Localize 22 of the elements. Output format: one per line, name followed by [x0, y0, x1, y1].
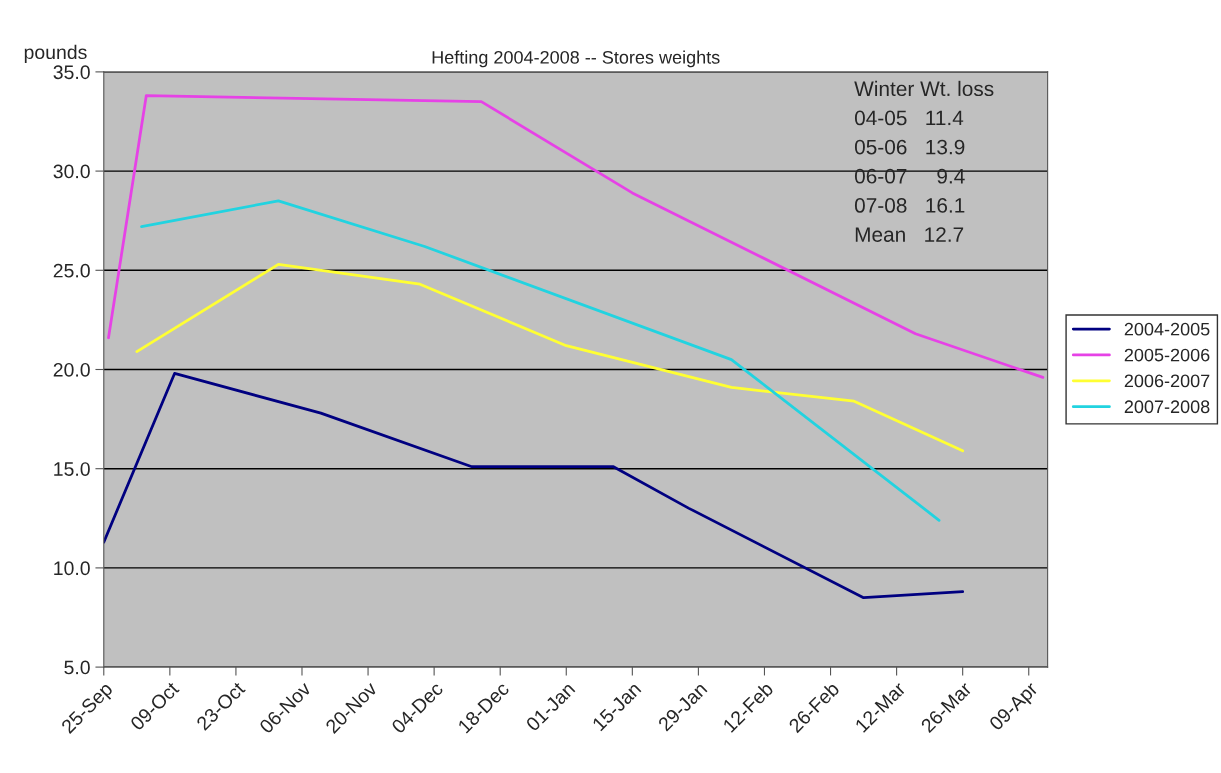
y-tick-label: 10.0: [54, 561, 90, 576]
y-tick-label: 30.0: [53, 164, 90, 179]
y-tick-label: 20.0: [53, 362, 90, 377]
y-tick-label: 15.0: [54, 462, 90, 476]
annotation: Winter Wt. loss: [854, 80, 994, 97]
y-tick-label: 25.0: [53, 263, 90, 278]
annotation: 07-08 16.1: [854, 198, 965, 213]
chart-title: Hefting 2004-2008 -- Stores weights: [432, 50, 720, 68]
legend-label: 2007-2008: [1124, 400, 1210, 414]
annotation: Mean 12.7: [855, 227, 964, 242]
annotation: 06-07 9.4: [854, 168, 965, 184]
legend-label: 2005-2006: [1124, 348, 1210, 362]
line-series: [135, 262, 965, 453]
legend-label: 2004-2005: [1124, 322, 1210, 336]
annotation: 05-06 13.9: [854, 139, 965, 155]
annotation: 04-05 11.4: [854, 110, 964, 126]
y-tick-label: 35.0: [53, 65, 90, 80]
line-series: [103, 372, 965, 600]
y-axis-title: pounds: [24, 44, 87, 63]
y-tick-label: 5.0: [64, 660, 90, 675]
line-series: [107, 94, 1045, 379]
legend-label: 2006-2007: [1124, 374, 1210, 388]
